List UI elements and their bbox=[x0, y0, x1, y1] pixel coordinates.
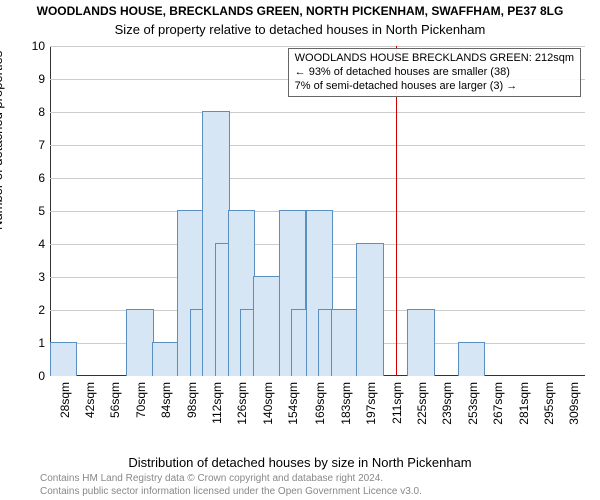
chart-subtitle: Size of property relative to detached ho… bbox=[0, 22, 600, 37]
histogram-bar bbox=[126, 309, 153, 376]
x-tick-label: 42sqm bbox=[83, 382, 97, 418]
x-tick-label: 112sqm bbox=[210, 382, 224, 424]
x-tick-label: 98sqm bbox=[185, 382, 199, 418]
y-tick-label: 2 bbox=[15, 303, 45, 317]
annotation-box: WOODLANDS HOUSE BRECKLANDS GREEN: 212sqm… bbox=[288, 48, 581, 97]
attribution-line-2: Contains public sector information licen… bbox=[40, 486, 590, 499]
chart-title-primary: WOODLANDS HOUSE, BRECKLANDS GREEN, NORTH… bbox=[0, 4, 600, 18]
annotation-line: 7% of semi-detached houses are larger (3… bbox=[295, 80, 574, 94]
x-tick-label: 239sqm bbox=[440, 382, 454, 425]
histogram-bar bbox=[152, 342, 179, 376]
gridline bbox=[50, 145, 585, 146]
x-tick-label: 295sqm bbox=[542, 382, 556, 425]
gridline bbox=[50, 112, 585, 113]
x-tick-label: 267sqm bbox=[491, 382, 505, 425]
y-tick-label: 6 bbox=[15, 171, 45, 185]
x-tick-label: 126sqm bbox=[235, 382, 249, 425]
plot-area: 01234567891028sqm42sqm56sqm70sqm84sqm98s… bbox=[50, 46, 585, 376]
histogram-bar bbox=[458, 342, 485, 376]
y-tick-label: 3 bbox=[15, 270, 45, 284]
x-tick-label: 225sqm bbox=[415, 382, 429, 425]
x-tick-label: 197sqm bbox=[364, 382, 378, 425]
histogram-bar bbox=[331, 309, 358, 376]
attribution-line-1: Contains HM Land Registry data © Crown c… bbox=[40, 473, 590, 486]
y-tick-label: 7 bbox=[15, 138, 45, 152]
x-tick-label: 253sqm bbox=[466, 382, 480, 425]
x-tick-label: 56sqm bbox=[108, 382, 122, 418]
x-axis-label: Distribution of detached houses by size … bbox=[0, 455, 600, 470]
histogram-bar bbox=[50, 342, 77, 376]
x-tick-label: 183sqm bbox=[339, 382, 353, 425]
y-axis-label: Number of detached properties bbox=[0, 51, 5, 230]
x-tick-label: 169sqm bbox=[313, 382, 327, 425]
y-tick-label: 5 bbox=[15, 204, 45, 218]
y-tick-label: 10 bbox=[15, 39, 45, 53]
gridline bbox=[50, 178, 585, 179]
x-tick-label: 281sqm bbox=[517, 382, 531, 425]
x-tick-label: 309sqm bbox=[567, 382, 581, 425]
histogram-bar bbox=[253, 276, 280, 376]
annotation-line: ← 93% of detached houses are smaller (38… bbox=[295, 66, 574, 80]
chart-container: { "chart": { "type": "histogram", "title… bbox=[0, 0, 600, 500]
x-tick-label: 28sqm bbox=[58, 382, 72, 418]
x-tick-label: 211sqm bbox=[390, 382, 404, 424]
y-tick-label: 9 bbox=[15, 72, 45, 86]
annotation-line: WOODLANDS HOUSE BRECKLANDS GREEN: 212sqm bbox=[295, 52, 574, 66]
x-tick-label: 84sqm bbox=[159, 382, 173, 418]
y-tick-label: 1 bbox=[15, 336, 45, 350]
histogram-bar bbox=[407, 309, 434, 376]
y-tick-label: 4 bbox=[15, 237, 45, 251]
gridline bbox=[50, 46, 585, 47]
y-tick-label: 8 bbox=[15, 105, 45, 119]
histogram-bar bbox=[356, 243, 383, 376]
attribution-text: Contains HM Land Registry data © Crown c… bbox=[40, 473, 590, 498]
x-tick-label: 140sqm bbox=[261, 382, 275, 425]
y-tick-label: 0 bbox=[15, 369, 45, 383]
x-tick-label: 154sqm bbox=[286, 382, 300, 425]
x-tick-label: 70sqm bbox=[134, 382, 148, 418]
